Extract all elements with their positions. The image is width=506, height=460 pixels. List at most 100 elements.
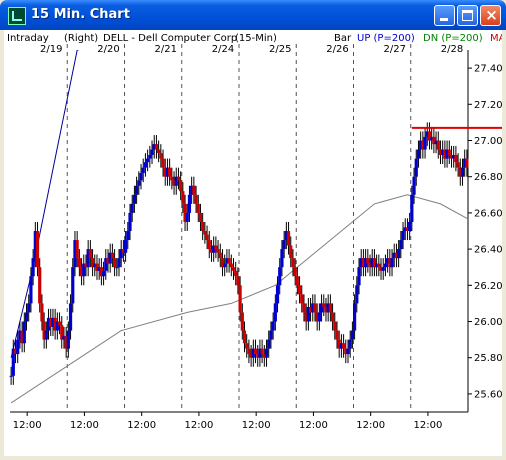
- price-bar-body: [209, 249, 214, 253]
- price-bar-body: [405, 227, 410, 231]
- moving-average-line: [10, 194, 468, 404]
- price-bar-body: [311, 303, 315, 313]
- date-label: 2/24: [212, 44, 234, 55]
- price-bar-body: [355, 285, 359, 304]
- price-bar-body: [168, 167, 172, 177]
- price-bar-body: [317, 312, 321, 322]
- price-bar-body: [77, 258, 81, 268]
- price-bar-body: [289, 245, 293, 259]
- mode-label: Intraday: [7, 33, 49, 44]
- price-bar-body: [198, 212, 203, 222]
- price-bar-body: [346, 348, 350, 355]
- price-bar-body: [99, 267, 103, 277]
- price-bar-body: [436, 140, 440, 150]
- price-bar-body: [392, 252, 396, 259]
- price-bar-body: [187, 194, 192, 213]
- price-bar-body: [16, 339, 20, 355]
- date-label: 2/19: [40, 44, 62, 55]
- price-bar-body: [245, 343, 249, 349]
- price-bar-body: [196, 203, 200, 213]
- price-bar-body: [425, 131, 429, 137]
- price-bar-body: [130, 203, 134, 213]
- price-bar-body: [20, 330, 24, 344]
- price-bar-body: [344, 348, 348, 355]
- price-bar-body: [419, 140, 423, 150]
- y-tick-label: 27.20: [474, 100, 502, 111]
- price-bar-body: [330, 312, 335, 322]
- price-bar-body: [82, 263, 86, 277]
- price-bar-body: [447, 149, 451, 155]
- price-bar-body: [452, 154, 456, 159]
- price-bar-body: [275, 285, 280, 304]
- price-bar-body: [381, 267, 385, 271]
- price-bar-body: [214, 245, 218, 250]
- price-bar-body: [119, 249, 123, 259]
- price-bar-body: [449, 154, 454, 159]
- price-bar-body: [434, 140, 438, 145]
- price-bar-body: [117, 258, 121, 268]
- price-bar-body: [322, 303, 326, 308]
- price-bar-body: [388, 258, 392, 268]
- price-bar-body: [150, 149, 154, 155]
- dn-indicator-label: DN (P=200): [423, 33, 483, 44]
- price-bar-body: [359, 258, 363, 268]
- day-separators: [66, 44, 412, 412]
- y-tick-label: 26.80: [474, 172, 502, 183]
- x-tick-label: 12:00: [356, 420, 385, 431]
- price-bar-body: [101, 270, 106, 277]
- price-bar-body: [95, 263, 99, 271]
- price-bar-body: [185, 212, 189, 222]
- price-bar-body: [84, 263, 88, 268]
- price-bar-body: [225, 258, 229, 264]
- price-bar-body: [49, 317, 53, 327]
- date-label: 2/21: [154, 44, 176, 55]
- y-tick-label: 25.60: [474, 389, 502, 400]
- price-bar-body: [364, 258, 368, 268]
- chart-app-icon[interactable]: [8, 7, 26, 25]
- maximize-button[interactable]: [457, 5, 478, 26]
- price-bar-body: [372, 258, 377, 268]
- price-bar-body: [132, 194, 137, 204]
- price-bar-body: [421, 140, 425, 150]
- price-bar-body: [159, 153, 163, 159]
- price-bar-body: [60, 325, 64, 340]
- price-bar-body: [27, 303, 31, 313]
- close-button[interactable]: ×: [480, 5, 501, 26]
- title-bar[interactable]: 15 Min. Chart ×: [0, 0, 506, 30]
- price-bar-body: [97, 267, 101, 271]
- chart-area[interactable]: Intraday (Right) DELL - Dell Computer Co…: [4, 30, 502, 456]
- minimize-button[interactable]: [434, 5, 455, 26]
- price-bar-body: [179, 180, 183, 192]
- price-bar-body: [308, 307, 313, 313]
- price-bar-body: [172, 180, 176, 186]
- price-bar-body: [73, 240, 77, 268]
- price-bar-body: [273, 303, 277, 322]
- price-chart[interactable]: Intraday (Right) DELL - Dell Computer Co…: [4, 30, 502, 456]
- price-bar-body: [121, 249, 125, 253]
- price-bar-body: [300, 294, 304, 304]
- price-bar-body: [412, 176, 416, 195]
- price-bar-body: [399, 240, 403, 250]
- price-bar-body: [267, 339, 271, 349]
- price-bar-body: [408, 221, 412, 231]
- price-bar-body: [71, 267, 75, 304]
- price-bar-body: [152, 144, 156, 150]
- price-bar-body: [366, 258, 370, 264]
- price-bar-body: [465, 158, 469, 168]
- x-tick-label: 12:00: [185, 420, 214, 431]
- price-bar-body: [161, 158, 165, 168]
- price-bar-body: [242, 330, 247, 344]
- price-bar-body: [416, 149, 421, 159]
- y-tick-label: 26.60: [474, 208, 502, 219]
- price-bars: [9, 122, 502, 385]
- price-bar-body: [124, 240, 128, 253]
- price-bar-body: [24, 312, 29, 322]
- price-bar-body: [154, 144, 159, 150]
- price-bar-body: [370, 258, 374, 268]
- price-bar-body: [112, 258, 117, 268]
- price-bar-body: [295, 276, 299, 286]
- date-label: 2/26: [326, 44, 348, 55]
- price-bar-body: [403, 227, 407, 231]
- price-bar-body: [236, 276, 240, 286]
- y-tick-label: 27.00: [474, 136, 502, 147]
